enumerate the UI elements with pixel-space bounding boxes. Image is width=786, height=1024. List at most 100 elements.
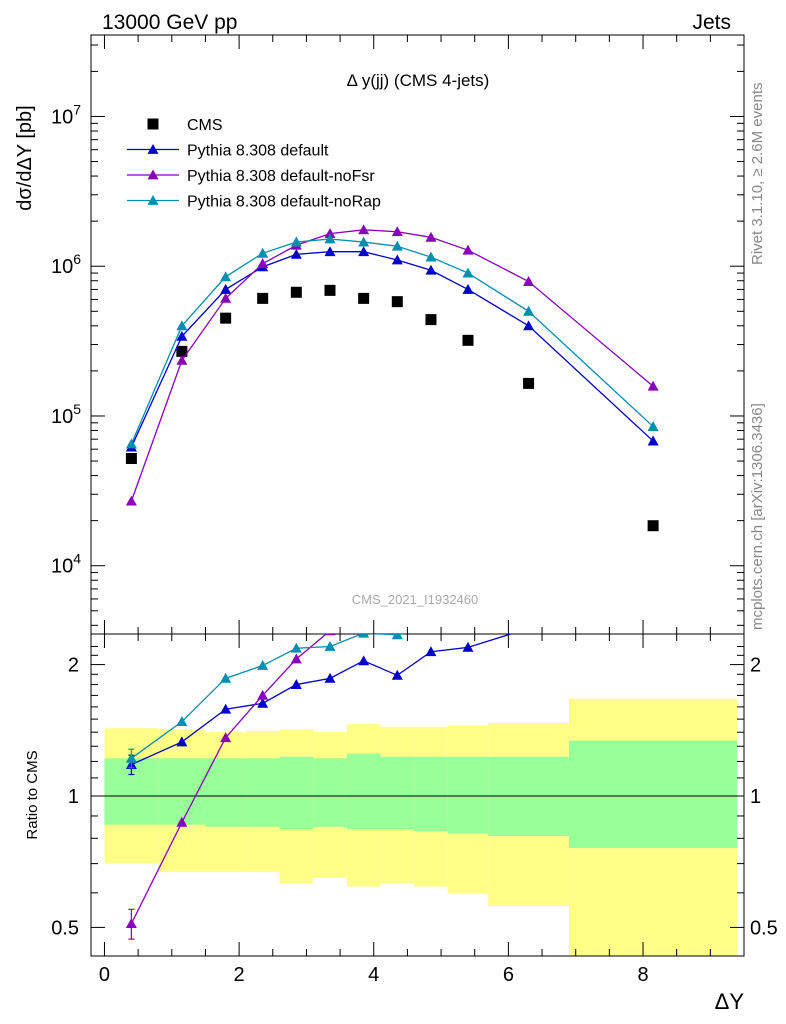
data-point-pythia-8-308-default [523,320,535,331]
ratio-point-pythia-8-308-default-norap [358,634,370,638]
main-y-tick-label: 106 [51,251,81,278]
side-mcplots-label: mcplots.cern.ch [arXiv:1306.3436] [749,403,766,630]
data-point-pythia-8-308-default-norap [523,305,535,316]
ratio-y-tick-label-right: 2 [750,655,761,677]
data-point-cms [290,286,302,298]
series-line-pythia-8-308-default-nofsr [130,229,654,502]
ratio-y-tick-label-left: 1 [68,786,79,808]
ratio-point-pythia-8-308-default-norap [220,672,232,683]
data-point-cms [391,296,403,308]
data-point-pythia-8-308-default-nofsr [462,244,474,255]
x-tick-label: 2 [234,964,245,986]
uncertainty-band-inner [279,756,314,830]
data-point-pythia-8-308-default-norap [462,267,474,278]
legend-label: Pythia 8.308 default-noFsr [187,168,375,185]
x-axis-label: ΔY [715,989,745,1014]
x-tick-label: 8 [637,964,648,986]
side-rivet-label: Rivet 3.1.10, ≥ 2.6M events [749,83,766,266]
x-tick-label: 6 [503,964,514,986]
ratio-point-pythia-8-308-default-nofsr [125,918,137,929]
legend-label: Pythia 8.308 default-noRap [187,194,381,211]
legend-label: CMS [187,117,223,134]
ratio-point-pythia-8-308-default [462,641,474,652]
data-point-cms [257,292,269,304]
ratio-y-tick-label-left: 0.5 [51,917,79,939]
tick-exponent: 7 [73,101,81,117]
ratio-panel: Ratio to CMS ΔY 0 2 4 6 8 0.5 0.5 1 1 2 2 [24,633,778,1014]
data-point-pythia-8-308-default-nofsr [125,495,137,506]
data-point-pythia-8-308-default-norap [324,233,336,244]
data-point-cms [523,377,535,389]
data-point-pythia-8-308-default [647,435,659,446]
data-point-pythia-8-308-default-nofsr [647,380,659,391]
data-point-pythia-8-308-default-nofsr [324,228,336,239]
data-point-pythia-8-308-default-norap [220,271,232,282]
data-point-pythia-8-308-default-norap [391,240,403,251]
chart-title: Δ y(jj) (CMS 4-jets) [347,71,490,90]
header-energy-label: 13000 GeV pp [102,11,237,34]
uncertainty-band-inner [313,758,347,827]
series-line-pythia-8-308-default [130,251,654,448]
data-point-cms [125,453,137,465]
uncertainty-band-inner [414,756,448,832]
data-point-pythia-8-308-default [290,248,302,259]
legend: CMS Pythia 8.308 default Pythia 8.308 defa… [127,117,381,211]
ratio-point-pythia-8-308-default-norap [257,660,269,670]
data-point-cms [647,520,659,532]
ratio-point-pythia-8-308-default-nofsr [290,653,302,664]
ratio-frame [90,633,745,957]
data-point-pythia-8-308-default-norap [358,236,370,247]
tick-base: 10 [51,256,73,278]
legend-label: Pythia 8.308 default [187,143,329,160]
tick-exponent: 4 [73,551,81,567]
data-point-pythia-8-308-default-nofsr [391,226,403,237]
tick-exponent: 6 [73,251,81,267]
data-point-pythia-8-308-default-nofsr [425,231,437,242]
tick-base: 10 [51,406,73,428]
ratio-point-pythia-8-308-default [290,679,302,689]
x-tick-label: 4 [368,964,379,986]
ratio-line-pythia-8-308-default-nofsr [130,634,328,924]
data-point-cms [358,292,370,304]
uncertainty-band-inner [205,758,246,827]
ratio-point-pythia-8-308-default [176,736,188,747]
legend-marker [147,118,159,130]
data-point-pythia-8-308-default-nofsr [220,292,232,303]
ratio-point-pythia-8-308-default [324,672,336,683]
tick-base: 10 [51,556,73,578]
ratio-point-pythia-8-308-default [425,646,437,657]
ratio-bands [104,698,738,956]
ratio-series-group [125,634,513,940]
ratio-point-pythia-8-308-default-norap [391,634,403,640]
data-point-pythia-8-308-default-norap [257,247,269,258]
data-point-pythia-8-308-default [220,283,232,294]
data-point-pythia-8-308-default-nofsr [358,224,370,235]
data-point-pythia-8-308-default-norap [647,421,659,431]
tick-base: 10 [51,106,73,128]
main-series-group [125,224,659,532]
ratio-point-pythia-8-308-default-nofsr [176,816,188,827]
data-point-cms [220,312,232,324]
data-point-pythia-8-308-default [462,283,474,294]
ratio-point-pythia-8-308-default [220,703,232,714]
data-point-cms [462,334,474,346]
legend-marker [147,195,159,205]
ratio-point-pythia-8-308-default [391,669,403,680]
data-point-pythia-8-308-default-norap [176,320,188,331]
main-y-tick-label: 105 [51,401,81,428]
data-point-cms [425,314,437,326]
data-point-pythia-8-308-default [358,246,370,257]
main-y-tick-label: 104 [51,551,81,578]
header-process-label: Jets [692,11,731,34]
ratio-point-pythia-8-308-default-norap [176,716,188,727]
ratio-point-pythia-8-308-default-norap [324,641,336,651]
data-point-pythia-8-308-default-nofsr [176,354,188,365]
main-y-tick-label: 107 [51,101,81,128]
ratio-point-pythia-8-308-default-norap [290,642,302,653]
ratio-point-pythia-8-308-default [257,697,269,708]
ratio-y-tick-label-right: 0.5 [750,917,778,939]
data-point-cms [324,284,336,296]
x-tick-label: 0 [99,964,110,986]
main-y-axis-label: dσ/dΔY [pb] [14,105,36,210]
legend-marker [147,169,159,180]
